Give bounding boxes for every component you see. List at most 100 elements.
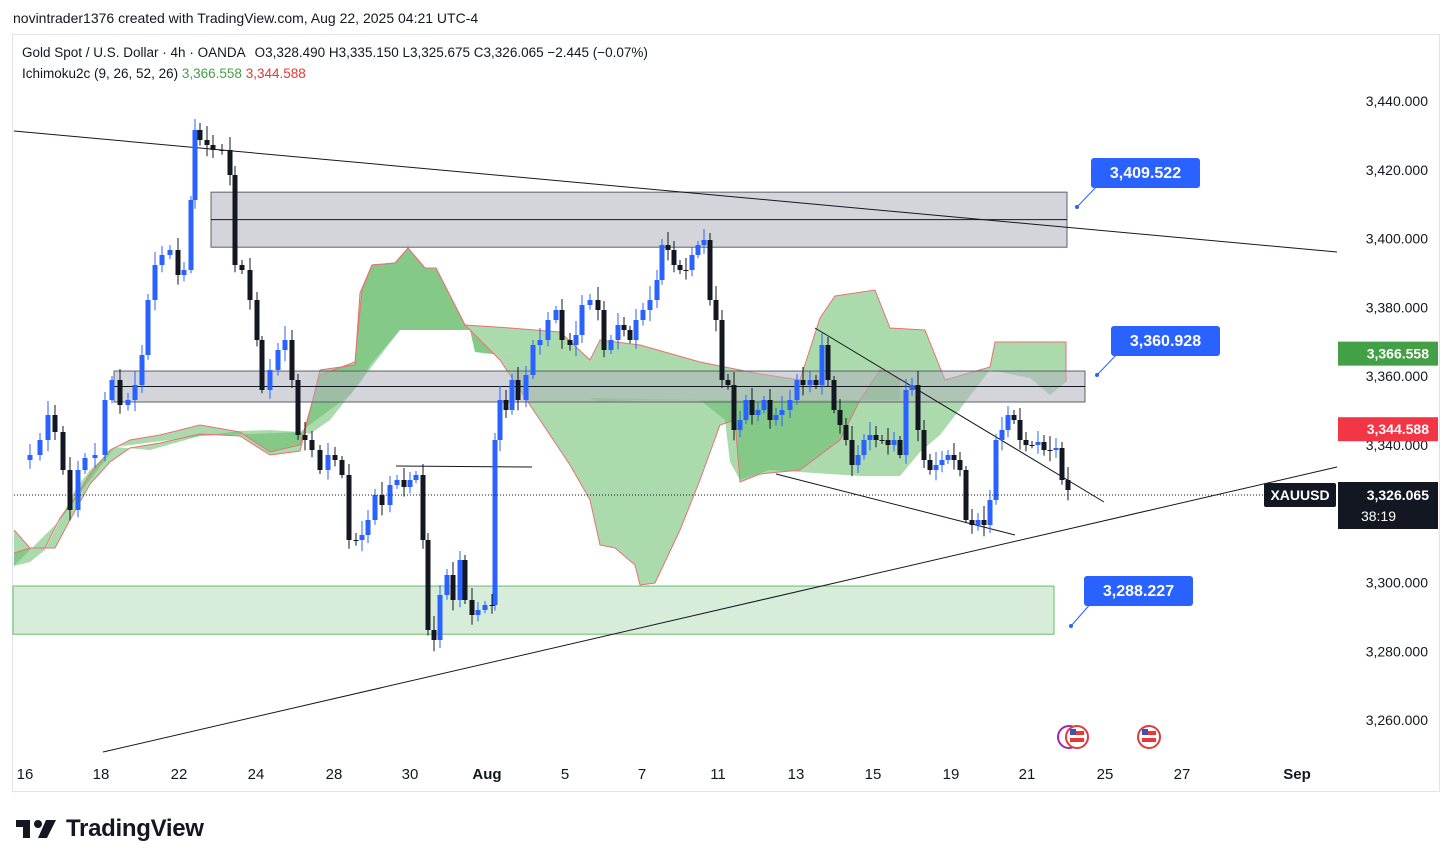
price-axis[interactable]: 3,440.000 3,420.000 3,400.000 3,380.000 3,36… (1264, 93, 1438, 728)
candle-body (1005, 415, 1011, 430)
candle-body (482, 605, 488, 610)
channel-bottom-line (775, 473, 1016, 536)
cloud-span-a (13, 247, 1067, 554)
us-flag-event-icon[interactable] (1137, 725, 1161, 749)
candle-body (267, 370, 273, 390)
candle-body (725, 380, 731, 385)
candle-body (621, 325, 627, 330)
candle-body (67, 470, 73, 510)
time-tick-label: 19 (943, 766, 960, 783)
candle-body (325, 455, 331, 470)
green-price-tag (1338, 341, 1438, 366)
tradingview-logo-icon (16, 820, 56, 838)
candle-body (492, 440, 498, 605)
candle-body (831, 380, 837, 410)
upper-trendline (13, 130, 1338, 253)
annotation-layer: 3,409.522 3,360.928 3,288.227 (1069, 158, 1220, 628)
candle-body (413, 475, 419, 480)
candle-body (317, 450, 323, 470)
time-tick-label: Sep (1283, 766, 1311, 783)
candle-body (773, 415, 779, 420)
candle-body (181, 270, 187, 275)
red-price-tag (1338, 417, 1438, 442)
candle-body (259, 340, 265, 390)
candle-body (885, 440, 891, 445)
indicator-legend[interactable]: Ichimoku2c (9, 26, 52, 26) 3,366.558 3,3… (22, 66, 306, 81)
candle-body (339, 460, 345, 475)
time-tick-label: 15 (865, 766, 882, 783)
symbol-title: Gold Spot / U.S. Dollar · 4h · OANDA (22, 45, 245, 60)
candle-body (713, 300, 719, 320)
candle-body (289, 340, 295, 380)
candle-body (969, 520, 975, 525)
candle-body (139, 355, 145, 385)
horizontal-level-line (395, 465, 533, 468)
target-dot (1069, 624, 1073, 628)
candle-body (457, 560, 463, 600)
candle-body (981, 520, 987, 525)
time-tick-label: 5 (561, 766, 569, 783)
candle-body (855, 455, 861, 465)
time-tick-label: 16 (17, 766, 34, 783)
candle-body (247, 270, 253, 300)
candle-body (1065, 480, 1071, 490)
candle-body (232, 175, 238, 265)
candle-body (175, 250, 181, 275)
candle-body (957, 460, 963, 470)
price-tick-label: 3,360.000 (1366, 368, 1428, 384)
candle-body (353, 540, 359, 541)
candle-body (595, 300, 601, 310)
candle-body (737, 420, 743, 430)
target-label: 3,360.928 (1130, 333, 1201, 350)
candle-body (807, 380, 813, 385)
candle-body (145, 300, 151, 355)
candle-body (837, 410, 843, 425)
candle-body (647, 300, 653, 310)
candle-body (749, 400, 755, 415)
candle-body (701, 240, 707, 245)
candle-body (117, 380, 123, 405)
candle-body (545, 320, 551, 340)
candle-body (219, 150, 225, 151)
ohlc-values: O3,328.490 H3,335.150 L3,325.675 C3,326.… (254, 45, 648, 60)
candle-body (601, 310, 607, 350)
candle-body (450, 575, 456, 600)
target-label-box (1084, 576, 1193, 606)
candle-body (359, 535, 365, 540)
candle-body (475, 610, 481, 615)
symbol-tag-text: XAUUSD (1270, 487, 1329, 503)
candle-body (654, 280, 660, 300)
chart-frame[interactable] (12, 34, 1440, 792)
candle-body (1053, 448, 1059, 450)
candle-body (1047, 450, 1053, 451)
symbol-legend[interactable]: Gold Spot / U.S. Dollar · 4h · OANDA O3,… (22, 45, 648, 60)
candle-body (567, 340, 573, 345)
lower-trendline (102, 466, 1338, 753)
candle-body (813, 380, 819, 385)
candle-body (309, 440, 315, 450)
indicator-value-2: 3,344.588 (245, 66, 306, 81)
time-tick-label: 27 (1174, 766, 1191, 783)
candle-body (891, 440, 897, 445)
candle-body (537, 340, 543, 345)
last-price-text: 3,326.065 (1367, 487, 1429, 503)
candle-body (861, 440, 867, 455)
target-label-box (1111, 326, 1220, 356)
candle-body (239, 265, 245, 270)
time-tick-label: 7 (638, 766, 646, 783)
candle-body (1059, 448, 1065, 480)
us-flag-event-icon[interactable] (1057, 725, 1089, 749)
attribution-text: novintrader1376 created with TradingView… (13, 10, 479, 26)
candle-body (909, 385, 915, 390)
candle-body (530, 345, 536, 375)
time-axis[interactable]: 16 18 22 24 28 30 Aug 5 7 11 13 15 19 21 25 27 Sep (17, 766, 1311, 783)
candle-body (640, 310, 646, 320)
candle-body (332, 455, 338, 460)
candle-body (843, 425, 849, 440)
candle-body (695, 245, 701, 255)
candle-body (282, 340, 288, 350)
candle-body (915, 385, 921, 430)
symbol-tag (1264, 483, 1336, 507)
candle-body (210, 145, 216, 150)
